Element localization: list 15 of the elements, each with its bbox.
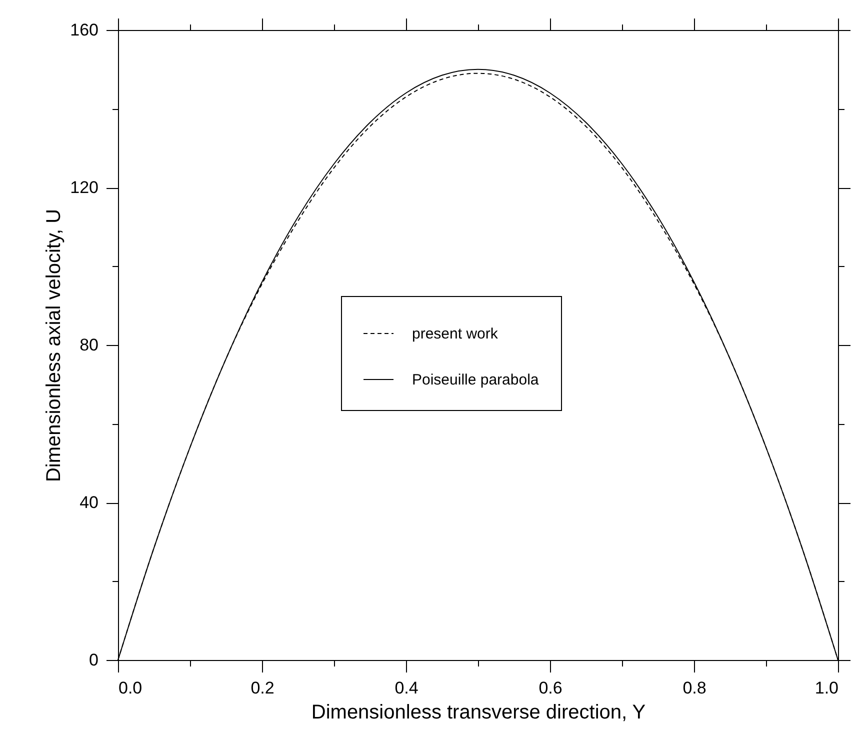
y-tick-label: 160 bbox=[70, 20, 98, 40]
x-tick-label: 0.6 bbox=[538, 678, 562, 698]
x-tick-label: 0.8 bbox=[682, 678, 706, 698]
x-axis-title: Dimensionless transverse direction, Y bbox=[311, 702, 646, 724]
y-tick-label: 40 bbox=[80, 493, 98, 512]
y-axis-title: Dimensionless axial velocity, U bbox=[43, 208, 66, 482]
legend-label: Poiseuille parabola bbox=[412, 372, 540, 388]
x-tick-label: 0.2 bbox=[250, 678, 274, 698]
x-tick-label: 0.4 bbox=[394, 678, 418, 698]
y-tick-label: 80 bbox=[80, 336, 98, 354]
x-tick-label: 0.0 bbox=[118, 678, 142, 698]
legend-label: present work bbox=[412, 326, 498, 342]
y-tick-label: 0 bbox=[89, 650, 98, 670]
y-tick-label: 120 bbox=[70, 178, 98, 197]
x-tick-label: 1.0 bbox=[814, 678, 838, 698]
